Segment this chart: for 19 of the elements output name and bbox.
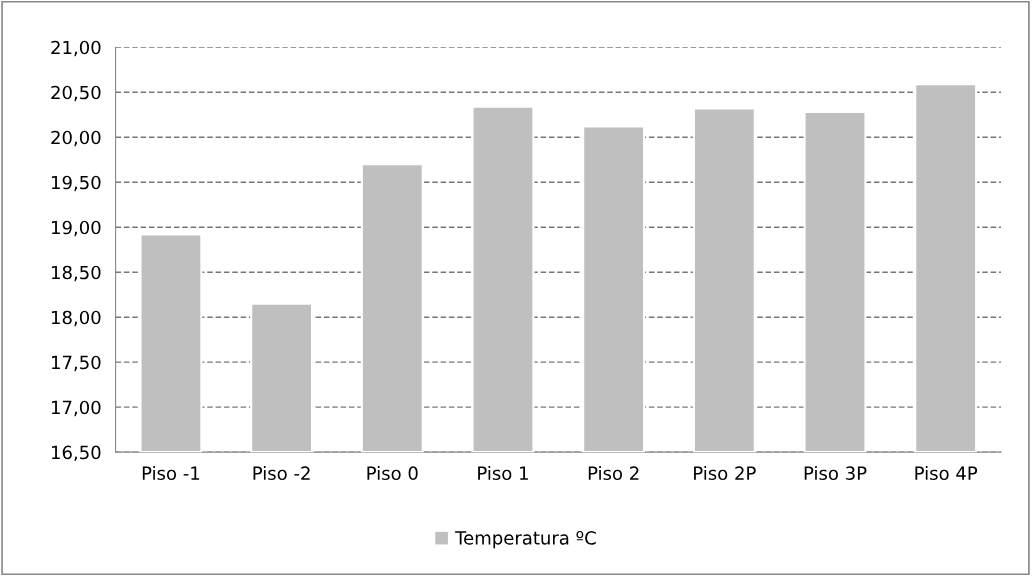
x-tick-label: Piso -1 — [142, 466, 200, 481]
y-tick-label: 20,50 — [51, 85, 101, 102]
x-tick-label: Piso -2 — [253, 466, 310, 481]
legend-label: Temperatura ºC — [455, 531, 596, 549]
y-tick-label: 16,50 — [51, 445, 101, 462]
x-tick-label: Piso 0 — [367, 466, 418, 481]
x-tick-label: Piso 1 — [478, 466, 528, 481]
x-tick-label: Piso 4P — [915, 466, 978, 481]
y-tick-label: 17,50 — [51, 355, 101, 372]
y-tick-label: 17,00 — [51, 400, 101, 417]
x-tick-label: Piso 2 — [588, 466, 639, 481]
x-tick-label: Piso 3P — [804, 466, 867, 481]
y-tick-label: 19,00 — [51, 220, 101, 237]
y-tick-label: 18,50 — [51, 265, 101, 282]
x-tick-label: Piso 2P — [694, 466, 756, 481]
y-tick-label: 20,00 — [51, 130, 101, 147]
y-tick-label: 19,50 — [51, 175, 101, 192]
y-tick-label: 18,00 — [51, 310, 101, 327]
y-tick-label: 21,00 — [51, 40, 101, 57]
